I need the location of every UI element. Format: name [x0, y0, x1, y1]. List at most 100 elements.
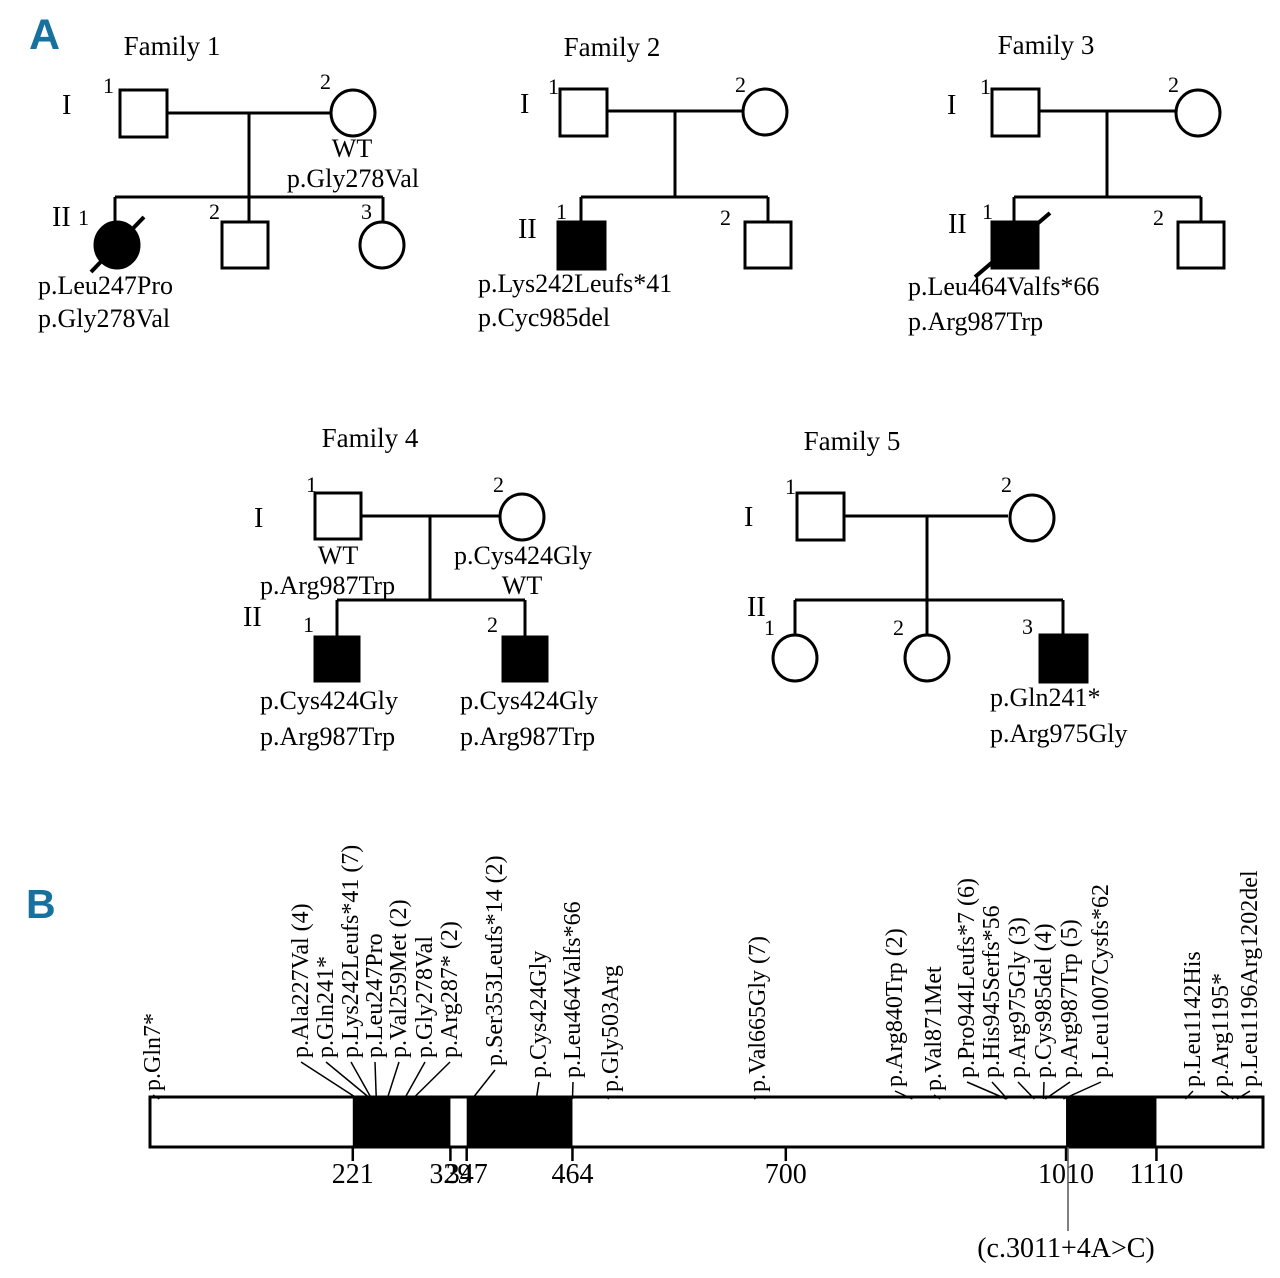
mutation-label-p-Arg1195-: p.Arg1195*: [1208, 973, 1234, 1087]
family-1-index-label: 2: [209, 199, 220, 224]
family-1-index-label: 1: [103, 73, 114, 98]
mutation-leader-line: [1220, 1090, 1234, 1100]
family-3-index-label: 2: [1153, 205, 1164, 230]
family-1-individual-II-2: [220, 220, 270, 270]
family-1-index-label: 3: [361, 199, 372, 224]
family-5-index-label: 2: [893, 615, 904, 640]
family-2-individual-II-2: [743, 220, 793, 270]
family-5-genotype-label: p.Arg975Gly: [990, 719, 1127, 748]
mutation-label-p-Arg840Trp-2-: p.Arg840Trp (2): [882, 928, 908, 1087]
mutation-leader-line: [1184, 1090, 1194, 1100]
mutation-label-p-Gly278Val: p.Gly278Val: [412, 936, 438, 1058]
mutation-leader-line: [471, 1069, 496, 1100]
axis-tick-label-1010: 1010: [1038, 1159, 1094, 1190]
mutation-leader-line: [991, 1081, 1008, 1100]
family-1-individual-I-1: [118, 88, 169, 139]
mutation-leader-line: [1063, 1081, 1102, 1100]
family-5-index-label: 1: [785, 474, 796, 499]
family-2-generation-label: II: [518, 214, 537, 245]
family-5-generation-label: II: [747, 592, 766, 623]
family-1-genotype-label: p.Gly278Val: [287, 164, 419, 193]
mutation-leader-line: [966, 1081, 1007, 1100]
mutation-label-p-Cys424Gly: p.Cys424Gly: [526, 951, 552, 1078]
family-4-genotype-label: p.Cys424Gly: [260, 686, 398, 715]
family-1-individual-I-2: [329, 88, 377, 138]
family-3-genotype-label: p.Arg987Trp: [908, 307, 1043, 336]
family-4-index-label: 2: [487, 612, 498, 637]
mutation-leader-line: [894, 1090, 913, 1100]
family-2-index-label: 1: [548, 74, 559, 99]
family-5-generation-label: I: [744, 502, 753, 533]
axis-tick-label-1110: 1110: [1129, 1159, 1183, 1190]
family-3-title: Family 3: [998, 30, 1095, 60]
family-4-index-label: 2: [493, 472, 504, 497]
family-5-genotype-label: p.Gln241*: [990, 683, 1101, 712]
axis-tick-label-700: 700: [765, 1159, 807, 1190]
panel-a-label: A: [29, 11, 61, 59]
family-1-index-label: 2: [320, 69, 331, 94]
mutation-leader-line: [753, 1095, 759, 1100]
family-4-genotype-label: WT: [318, 541, 359, 570]
mutation-label-p-Leu247Pro: p.Leu247Pro: [362, 933, 388, 1058]
family-1-genotype-label: p.Leu247Pro: [38, 271, 173, 300]
family-1-deceased-slash-II-1: [89, 215, 146, 274]
family-2-generation-label: I: [520, 89, 529, 120]
family-4-index-label: 1: [306, 472, 317, 497]
family-1-title: Family 1: [124, 31, 221, 61]
family-1-genotype-label: p.Gly278Val: [38, 304, 170, 333]
family-5-individual-II-3: [1038, 633, 1089, 684]
family-1-generation-label: II: [52, 202, 71, 233]
family-4-genotype-label: p.Arg987Trp: [260, 571, 395, 600]
mutation-leader-line: [386, 1061, 400, 1100]
mutation-leader-line: [350, 1061, 373, 1100]
mutation-leader-line: [411, 1061, 451, 1100]
mutation-leader-line: [1017, 1081, 1035, 1100]
mutation-label-p-Gly503Arg: p.Gly503Arg: [598, 965, 624, 1092]
family-4-genotype-label: p.Arg987Trp: [260, 722, 395, 751]
mutation-leader-line: [325, 1061, 372, 1100]
family-4-title: Family 4: [322, 423, 419, 453]
panel-b-label: B: [26, 881, 56, 927]
mutation-label-p-Cys985del-4-: p.Cys985del (4): [1031, 923, 1057, 1078]
family-4-individual-I-2: [498, 492, 546, 542]
mutation-label-p-Leu1007Cysfs-62: p.Leu1007Cysfs*62: [1088, 884, 1114, 1078]
family-5-individual-I-1: [795, 491, 846, 542]
mutation-label-p-His945Serfs-56: p.His945Serfs*56: [979, 905, 1005, 1078]
mutation-label-p-Leu464Valfs-66: p.Leu464Valfs*66: [560, 901, 586, 1078]
family-1-generation-label: I: [62, 90, 71, 121]
family-5-individual-II-1: [771, 633, 819, 683]
mutation-label-p-Leu1196Arg1202del: p.Leu1196Arg1202del: [1237, 870, 1263, 1087]
mutation-label-p-Arg287-2-: p.Arg287* (2): [437, 921, 463, 1058]
mutation-leader-line: [374, 1061, 378, 1100]
family-3-deceased-slash-II-1: [973, 211, 1052, 279]
protein-domain-2: [466, 1097, 573, 1147]
mutation-label-p-Pro944Leufs-7-6-: p.Pro944Leufs*7 (6): [954, 878, 980, 1078]
mutation-leader-line: [1042, 1081, 1045, 1100]
family-5-index-label: 3: [1022, 614, 1033, 639]
family-2-index-label: 1: [556, 199, 567, 224]
family-4-individual-II-2: [501, 635, 549, 683]
family-5-individual-I-2: [1008, 493, 1056, 543]
protein-domain-3: [1066, 1097, 1157, 1147]
family-5-index-label: 2: [1001, 472, 1012, 497]
family-3-individual-I-2: [1174, 88, 1222, 138]
mutation-label-p-Ser353Leufs-14-2-: p.Ser353Leufs*14 (2): [482, 855, 508, 1066]
family-2-index-label: 2: [720, 205, 731, 230]
mutation-leader-line: [1044, 1081, 1071, 1100]
protein-domain-1: [352, 1097, 451, 1147]
splice-annotation-label: (c.3011+4A>C): [977, 1233, 1155, 1264]
family-4-genotype-label: WT: [502, 571, 543, 600]
axis-tick-label-464: 464: [551, 1159, 593, 1190]
family-2-title: Family 2: [564, 32, 661, 62]
mutation-label-p-Arg987Trp-5-: p.Arg987Trp (5): [1057, 919, 1083, 1078]
family-4-genotype-label: p.Arg987Trp: [460, 722, 595, 751]
axis-tick-label-329: 329: [429, 1159, 471, 1190]
family-3-index-label: 2: [1168, 72, 1179, 97]
mutation-label-p-Ala227Val-4-: p.Ala227Val (4): [288, 903, 314, 1058]
mutation-leader-line: [1236, 1090, 1251, 1100]
mutation-label-p-Lys242Leufs-41-7-: p.Lys242Leufs*41 (7): [338, 845, 364, 1058]
mutation-label-p-Gln241-: p.Gln241*: [313, 956, 339, 1058]
family-5-index-label: 1: [764, 615, 775, 640]
